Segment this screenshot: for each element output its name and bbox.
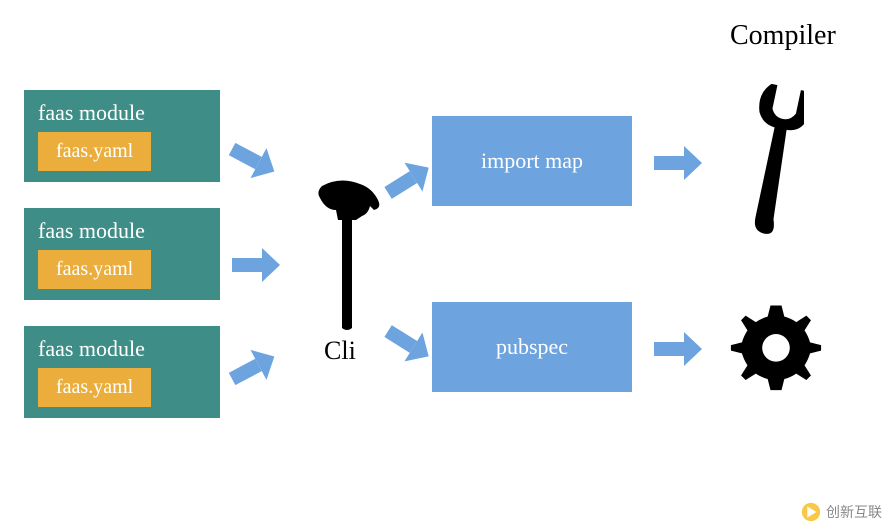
arrow-icon [224,341,282,394]
faas-yaml-box: faas.yaml [38,132,151,171]
arrow-icon [654,146,702,180]
module-title: faas module [38,336,206,362]
pubspec-box: pubspec [432,302,632,392]
faas-module-box: faas module faas.yaml [24,90,220,182]
watermark: 创新互联 [800,501,882,523]
faas-module-box: faas module faas.yaml [24,326,220,418]
hammer-icon [312,180,382,330]
import-map-box: import map [432,116,632,206]
faas-module-box: faas module faas.yaml [24,208,220,300]
arrow-icon [379,317,438,371]
target-label: pubspec [496,334,568,360]
arrow-icon [379,153,438,207]
target-label: import map [481,148,583,174]
arrow-icon [224,134,282,187]
module-title: faas module [38,218,206,244]
watermark-logo-icon [800,501,822,523]
wrench-icon [744,84,804,234]
gear-icon [730,300,822,392]
module-title: faas module [38,100,206,126]
arrow-icon [232,248,280,282]
faas-yaml-box: faas.yaml [38,368,151,407]
compiler-label: Compiler [730,20,836,52]
cli-label: Cli [324,336,356,366]
watermark-text: 创新互联 [826,502,882,522]
faas-yaml-box: faas.yaml [38,250,151,289]
arrow-icon [654,332,702,366]
